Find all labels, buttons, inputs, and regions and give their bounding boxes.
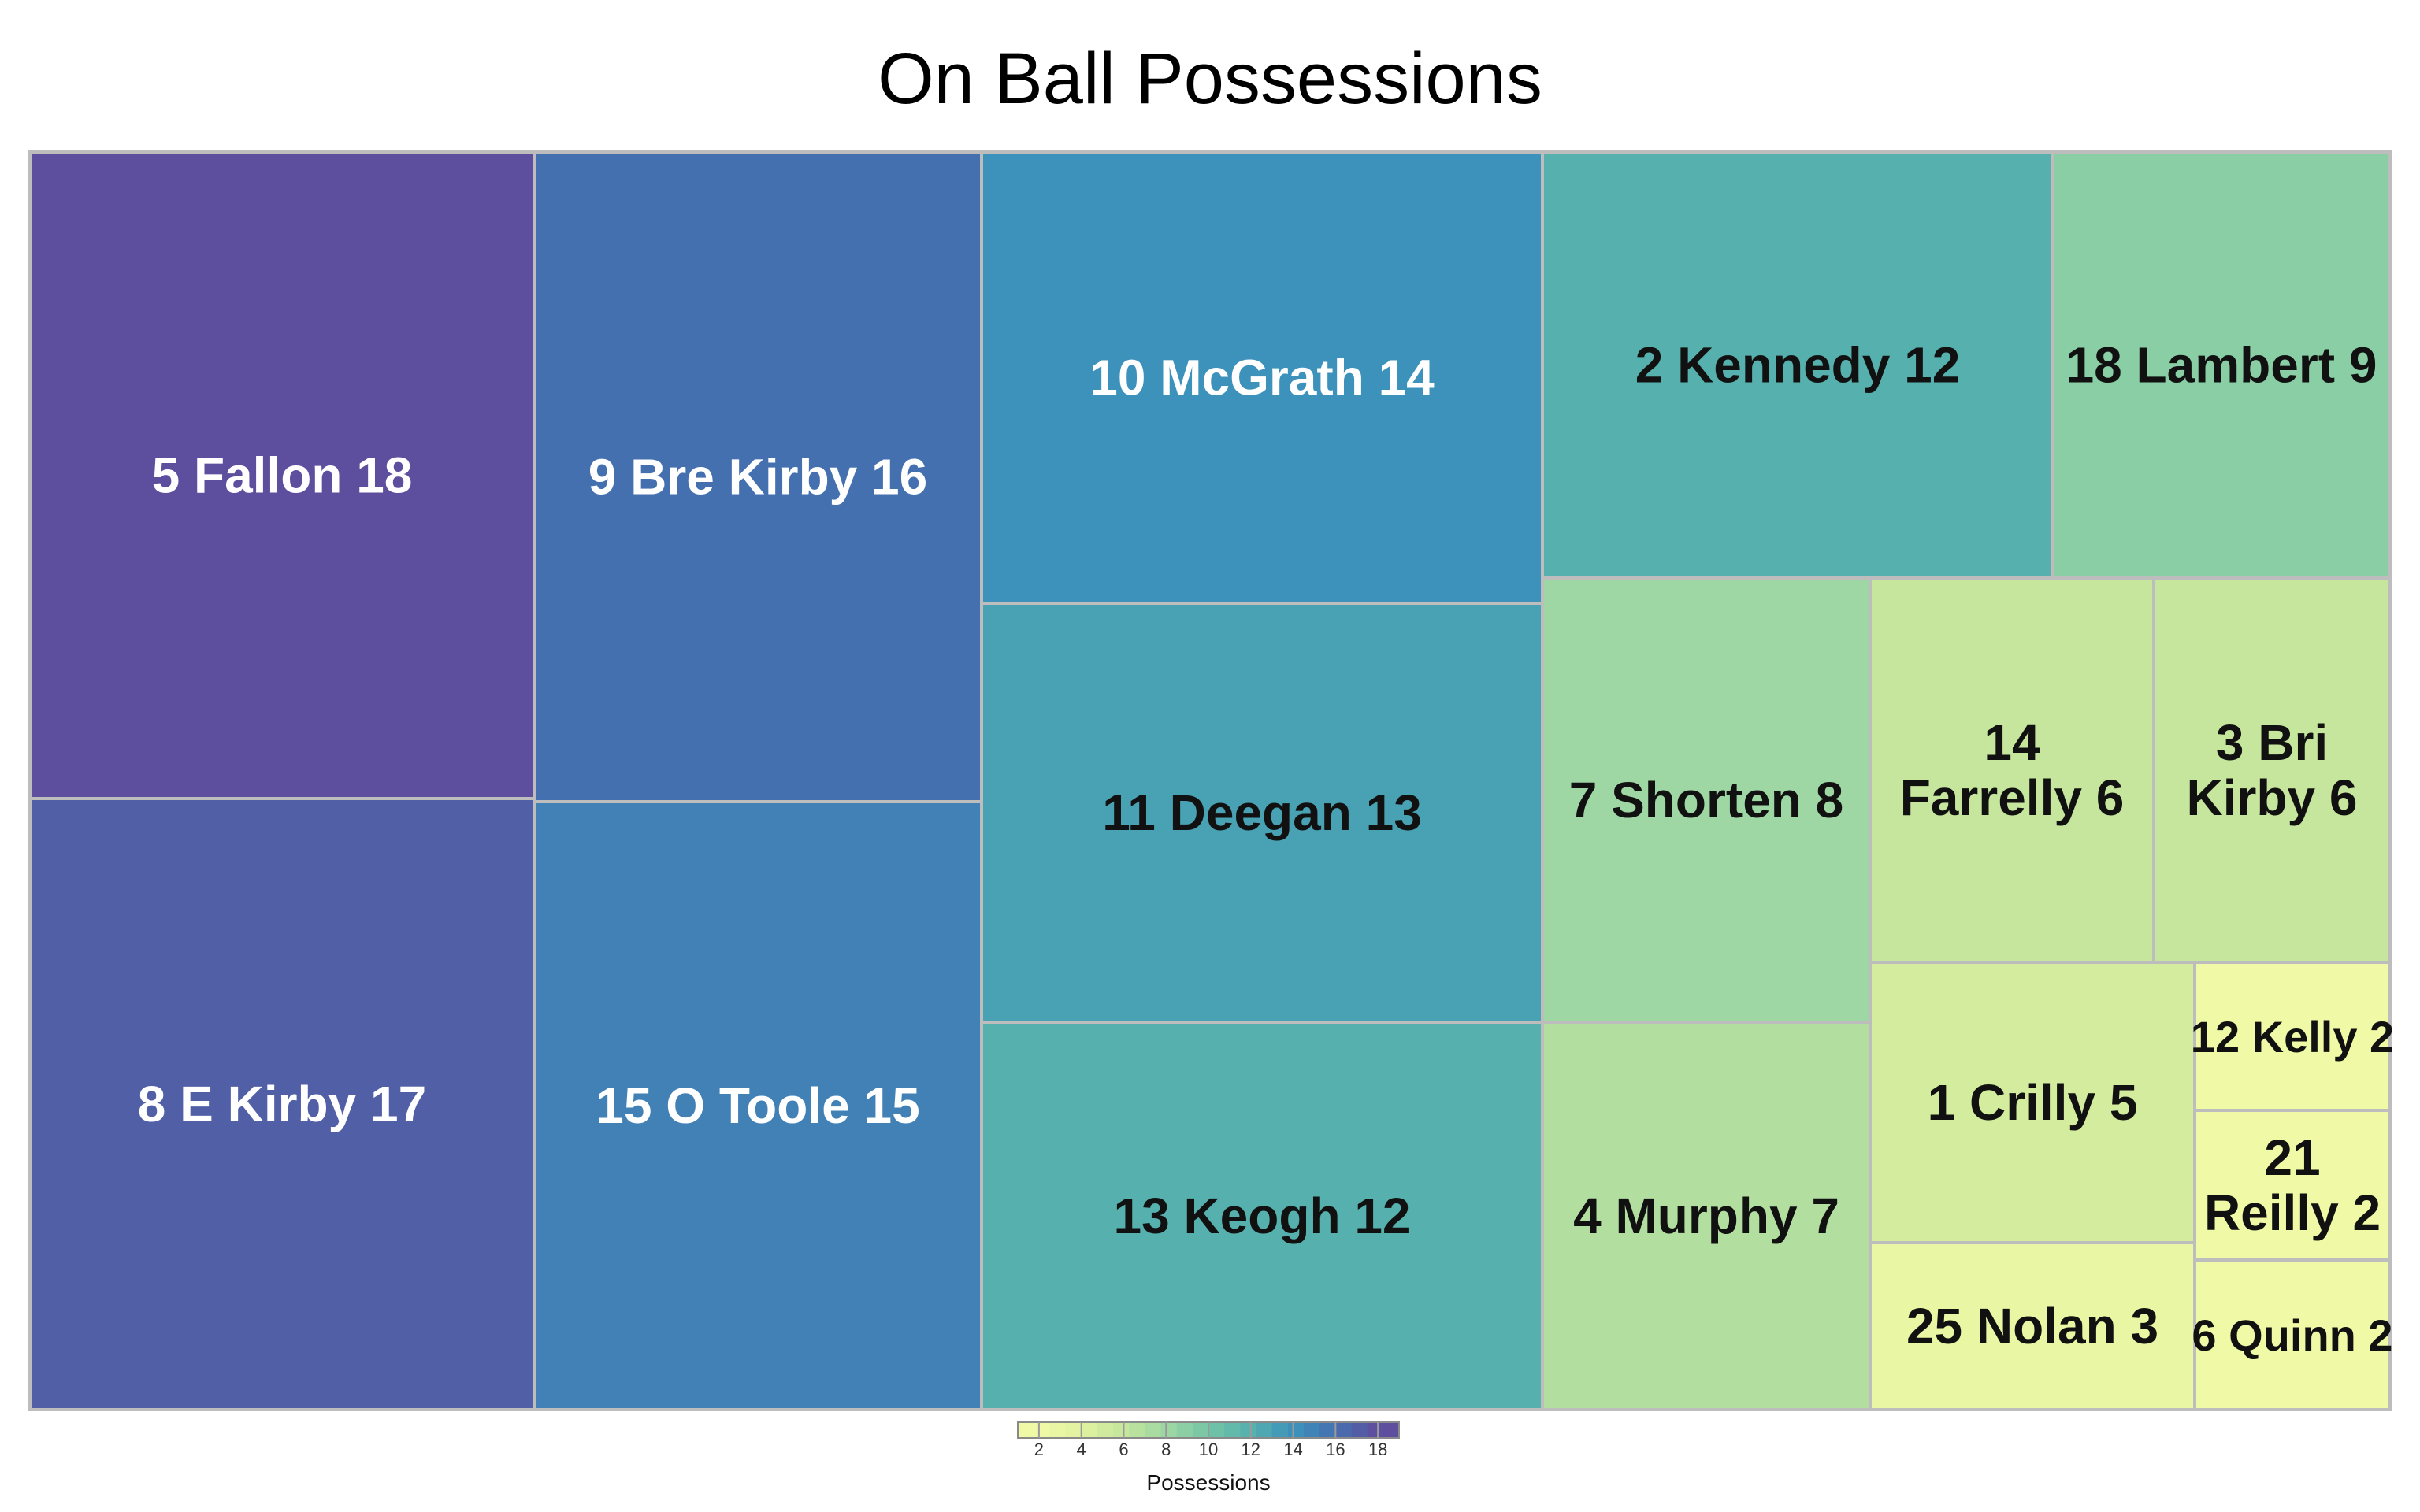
treemap-label: 10 McGrath 14 (1089, 350, 1435, 406)
treemap-label: 1 Crilly 5 (1928, 1074, 2138, 1131)
treemap-cell-5-fallon-18[interactable]: 5 Fallon 18 (28, 150, 536, 800)
legend-swatch (1081, 1422, 1098, 1438)
treemap-cell-18-lambert-9[interactable]: 18 Lambert 9 (2051, 150, 2392, 580)
treemap-rect[interactable] (2193, 1258, 2392, 1411)
treemap-cell-2-kennedy-12[interactable]: 2 Kennedy 12 (1541, 150, 2054, 580)
legend-swatch (1176, 1422, 1193, 1438)
treemap-cell-14-farrelly-6[interactable]: 14 Farrelly 6 (1869, 576, 2155, 964)
treemap-cell-13-keogh-12[interactable]: 13 Keogh 12 (980, 1021, 1544, 1411)
treemap-cell-21-reilly-2[interactable]: 21 Reilly 2 (2193, 1109, 2392, 1262)
treemap-rect[interactable] (1869, 1241, 2196, 1411)
treemap-rect[interactable] (2152, 576, 2392, 964)
treemap-rect[interactable] (1869, 961, 2196, 1244)
legend-swatch (1224, 1422, 1241, 1438)
legend-swatch (1049, 1422, 1067, 1438)
treemap-label: 9 Bre Kirby 16 (588, 449, 927, 506)
color-legend: 2 4 6 8 10 12 14 16 18 Possessions (1017, 1421, 1400, 1495)
legend-swatch (1065, 1422, 1082, 1438)
treemap-label: 4 Murphy 7 (1573, 1188, 1839, 1244)
treemap-label: 15 O Toole 15 (596, 1077, 919, 1134)
legend-swatch (1256, 1422, 1273, 1438)
treemap-label: 13 Keogh 12 (1113, 1188, 1410, 1244)
legend-swatch (1113, 1422, 1130, 1438)
legend-tick-label: 12 (1242, 1440, 1260, 1459)
treemap-label: 6 Quinn 2 (2192, 1310, 2392, 1360)
treemap-rect[interactable] (1869, 576, 2155, 964)
legend-tick-label: 6 (1119, 1440, 1128, 1459)
treemap-label: 2 Kennedy 12 (1635, 337, 1961, 394)
treemap-label: 5 Fallon 18 (152, 447, 413, 504)
legend-tick-label: 2 (1034, 1440, 1044, 1459)
legend-swatch (1271, 1422, 1289, 1438)
treemap-rect[interactable] (28, 150, 536, 800)
treemap-cell-8-e-kirby-17[interactable]: 8 E Kirby 17 (28, 797, 536, 1411)
treemap-rect[interactable] (980, 1021, 1544, 1411)
legend-swatch (1287, 1422, 1305, 1438)
legend-swatch (1192, 1422, 1209, 1438)
legend-swatch (1129, 1422, 1145, 1438)
legend-swatch (1383, 1422, 1400, 1438)
treemap-cell-9-bre-kirby-16[interactable]: 9 Bre Kirby 16 (533, 150, 983, 803)
legend-swatch (1319, 1422, 1336, 1438)
legend-swatch (1208, 1422, 1225, 1438)
legend-tick-label: 10 (1199, 1440, 1218, 1459)
legend-swatch (1240, 1422, 1257, 1438)
treemap-cell-10-mcgrath-14[interactable]: 10 McGrath 14 (980, 150, 1544, 605)
treemap-rect[interactable] (2051, 150, 2392, 580)
treemap-rect[interactable] (1541, 150, 2054, 580)
treemap-label: 7 Shorten 8 (1569, 772, 1844, 828)
legend-tick-label: 16 (1326, 1440, 1345, 1459)
treemap-cell-7-shorten-8[interactable]: 7 Shorten 8 (1541, 576, 1872, 1024)
legend-swatch (1097, 1422, 1114, 1438)
legend-swatch (1351, 1422, 1368, 1438)
treemap-cell-1-crilly-5[interactable]: 1 Crilly 5 (1869, 961, 2196, 1244)
treemap-cell-6-quinn-2[interactable]: 6 Quinn 2 (2192, 1258, 2393, 1411)
treemap-cell-15-o-toole-15[interactable]: 15 O Toole 15 (533, 800, 983, 1411)
treemap-cells: 5 Fallon 18 8 E Kirby 17 9 Bre Kirby 16 15 … (28, 150, 2394, 1411)
treemap-cell-3-bri-kirby-6[interactable]: 3 Bri Kirby 6 (2152, 576, 2392, 964)
treemap-label: 18 Lambert 9 (2066, 337, 2377, 394)
treemap-label: 21 Reilly 2 (2204, 1129, 2381, 1241)
treemap-cell-25-nolan-3[interactable]: 25 Nolan 3 (1869, 1241, 2196, 1411)
treemap-label: 12 Kelly 2 (2191, 1012, 2394, 1062)
legend-tick-label: 4 (1077, 1440, 1086, 1459)
treemap-rect[interactable] (28, 797, 536, 1411)
legend-swatch (1367, 1422, 1384, 1438)
treemap-cell-4-murphy-7[interactable]: 4 Murphy 7 (1541, 1021, 1872, 1411)
legend-title: Possessions (1146, 1470, 1270, 1495)
treemap-rect[interactable] (2193, 1109, 2392, 1262)
treemap-label: 8 E Kirby 17 (138, 1076, 426, 1132)
treemap-rect[interactable] (533, 800, 983, 1411)
treemap-label: 14 Farrelly 6 (1900, 714, 2125, 826)
treemap-cell-11-deegan-13[interactable]: 11 Deegan 13 (980, 602, 1544, 1024)
treemap-rect[interactable] (533, 150, 983, 803)
treemap-label: 3 Bri Kirby 6 (2187, 714, 2358, 826)
legend-swatch (1034, 1422, 1050, 1438)
legend-swatch (1304, 1422, 1320, 1438)
legend-swatch (1018, 1422, 1034, 1438)
legend-swatch (1160, 1422, 1178, 1438)
legend-swatch (1335, 1422, 1353, 1438)
legend-tick-label: 8 (1161, 1440, 1171, 1459)
treemap-label: 11 Deegan 13 (1102, 784, 1422, 841)
legend-swatch (1145, 1422, 1162, 1438)
chart-title: On Ball Possessions (878, 39, 1542, 119)
legend-tick-label: 18 (1368, 1440, 1387, 1459)
treemap-rect[interactable] (1541, 576, 1872, 1024)
treemap-label: 25 Nolan 3 (1906, 1298, 2158, 1354)
treemap-cell-12-kelly-2[interactable]: 12 Kelly 2 (2191, 961, 2394, 1112)
legend-tick-label: 14 (1283, 1440, 1302, 1459)
treemap-rect[interactable] (1541, 1021, 1872, 1411)
